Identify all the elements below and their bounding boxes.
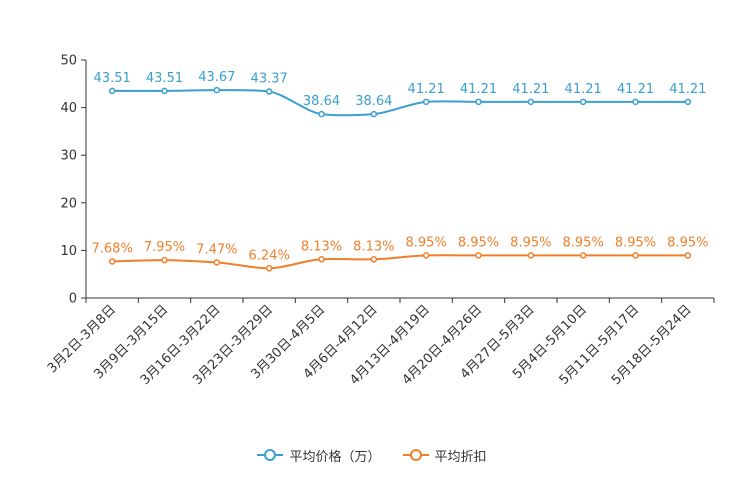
legend-discount-line-icon: [402, 449, 429, 461]
legend-price-label: 平均价格（万）: [289, 449, 381, 465]
y-tick-label: 40: [60, 101, 77, 116]
series-point-1: [475, 252, 482, 259]
series-point-1: [370, 256, 378, 263]
data-label-0: 41.21: [565, 82, 602, 97]
data-label-0: 41.21: [460, 82, 497, 97]
legend-item-price[interactable]: 平均价格（万）: [257, 446, 381, 465]
data-label-1: 7.47%: [196, 242, 237, 257]
data-label-1: 7.95%: [144, 240, 185, 255]
legend-discount-label: 平均折扣: [434, 449, 487, 465]
series-line-0: [112, 89, 688, 117]
series-point-1: [422, 252, 430, 259]
series-point-1: [318, 256, 325, 263]
line-chart: 010203040503月2日-3月8日3月9日-3月15日3月16日-3月22…: [45, 54, 715, 388]
series-point-1: [684, 252, 692, 259]
data-label-0: 38.64: [355, 94, 392, 109]
y-tick-label: 30: [60, 149, 77, 164]
series-point-1: [108, 258, 116, 265]
data-label-0: 41.21: [669, 82, 706, 97]
data-label-1: 8.95%: [667, 235, 708, 250]
legend-item-discount[interactable]: 平均折扣: [402, 446, 487, 465]
data-label-1: 8.95%: [615, 235, 656, 250]
series-point-0: [318, 110, 325, 118]
data-label-0: 43.37: [251, 72, 288, 87]
data-label-1: 8.95%: [563, 235, 604, 250]
data-label-1: 8.13%: [353, 239, 394, 254]
data-label-1: 6.24%: [249, 248, 290, 263]
legend-price-line-icon: [257, 449, 284, 461]
series-point-0: [370, 110, 378, 118]
data-label-1: 8.95%: [510, 235, 551, 250]
y-tick-label: 20: [60, 196, 77, 211]
series-point-0: [422, 98, 430, 106]
chart-legend: 平均价格（万） 平均折扣: [0, 444, 744, 466]
series-point-1: [161, 256, 168, 264]
y-tick-label: 50: [60, 54, 77, 69]
series-line-1: [112, 254, 688, 270]
series-point-1: [632, 252, 639, 259]
y-tick-label: 0: [69, 292, 77, 307]
series-point-1: [527, 252, 535, 259]
series-point-0: [265, 88, 273, 95]
data-label-0: 41.21: [512, 82, 549, 97]
series-point-0: [213, 86, 221, 94]
series-point-0: [161, 87, 168, 95]
series-point-0: [579, 98, 587, 106]
data-label-1: 7.68%: [92, 241, 133, 256]
y-tick-label: 10: [60, 244, 77, 259]
data-label-0: 38.64: [303, 94, 340, 109]
series-point-1: [265, 265, 273, 272]
data-label-0: 41.21: [408, 82, 445, 97]
data-label-0: 43.67: [198, 70, 235, 85]
data-label-0: 41.21: [617, 82, 654, 97]
data-label-0: 43.51: [146, 71, 183, 86]
series-point-0: [108, 87, 116, 95]
series-point-0: [475, 98, 482, 106]
series-point-1: [213, 259, 221, 266]
data-label-1: 8.95%: [458, 235, 499, 250]
series-point-0: [684, 98, 692, 106]
series-point-1: [579, 252, 587, 259]
series-point-0: [527, 98, 535, 106]
series-point-0: [632, 98, 639, 106]
data-label-1: 8.13%: [301, 239, 342, 254]
data-label-1: 8.95%: [406, 235, 447, 250]
data-label-0: 43.51: [94, 71, 131, 86]
